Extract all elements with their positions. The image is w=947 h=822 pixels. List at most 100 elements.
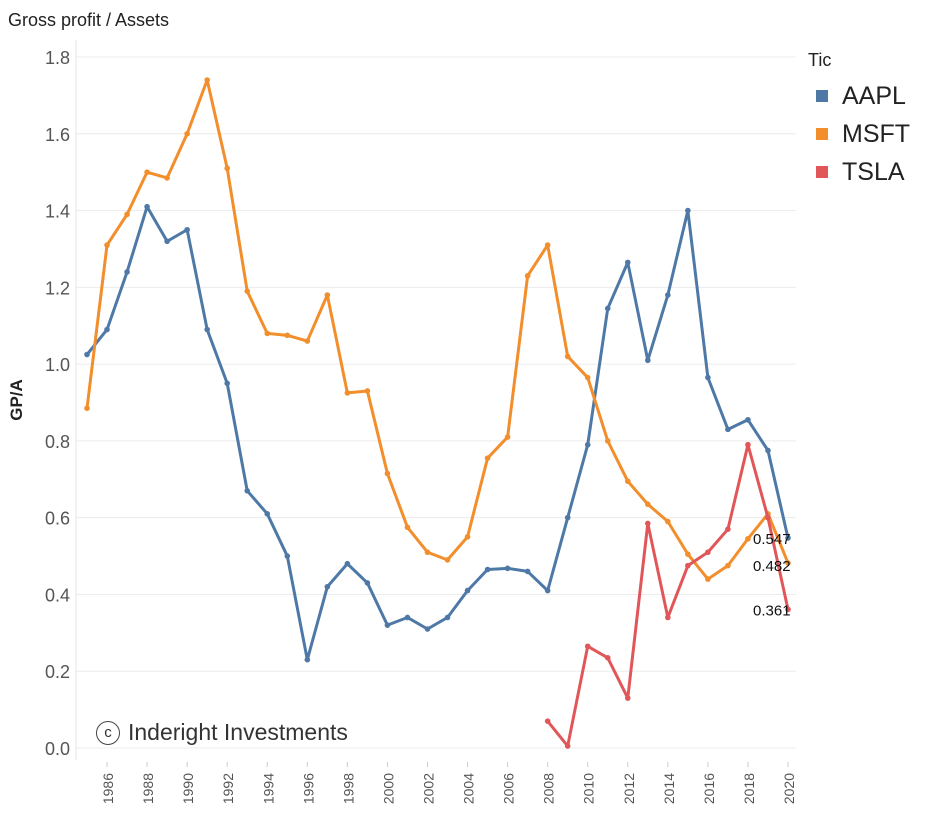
data-point-msft[interactable] [624,478,631,484]
data-point-aapl[interactable] [645,357,651,364]
data-point-msft[interactable] [84,405,90,412]
data-point-tsla[interactable] [544,718,551,724]
data-point-msft[interactable] [144,169,150,175]
data-point-tsla[interactable] [725,526,731,532]
data-point-msft[interactable] [584,374,591,381]
data-point-aapl[interactable] [244,487,251,494]
data-point-aapl[interactable] [444,614,451,621]
x-tick-label: 1988 [140,773,156,804]
data-point-msft[interactable] [204,77,210,83]
data-point-msft[interactable] [645,501,651,508]
data-point-aapl[interactable] [504,565,511,572]
data-point-msft[interactable] [524,273,531,279]
data-point-msft[interactable] [184,130,190,137]
data-point-tsla[interactable] [624,695,631,701]
data-point-aapl[interactable] [404,614,411,621]
data-point-aapl[interactable] [284,553,291,559]
data-point-msft[interactable] [384,470,391,477]
data-point-msft[interactable] [244,288,251,294]
legend-item-msft[interactable]: MSFT [808,115,910,153]
data-point-aapl[interactable] [624,259,631,266]
data-point-tsla[interactable] [745,441,751,448]
data-point-tsla[interactable] [564,743,571,749]
data-point-msft[interactable] [464,534,471,540]
data-point-aapl[interactable] [144,203,150,210]
x-tick-label: 2008 [541,773,557,804]
y-tick-label: 0.2 [45,662,70,682]
data-point-aapl[interactable] [264,511,271,517]
data-point-aapl[interactable] [204,326,210,333]
series-line-msft[interactable] [85,78,790,581]
data-point-aapl[interactable] [544,587,551,594]
data-point-aapl[interactable] [344,560,351,567]
data-point-msft[interactable] [544,242,551,248]
data-point-aapl[interactable] [604,305,611,312]
data-point-aapl[interactable] [564,514,571,521]
data-point-msft[interactable] [725,562,731,569]
data-point-aapl[interactable] [725,426,731,433]
data-point-aapl[interactable] [124,269,130,275]
data-point-msft[interactable] [444,557,451,563]
data-point-tsla[interactable] [665,614,671,621]
data-point-msft[interactable] [224,165,230,172]
data-point-msft[interactable] [685,551,691,557]
data-point-msft[interactable] [304,338,311,344]
data-point-aapl[interactable] [765,447,771,454]
series-line-tsla[interactable] [546,443,790,748]
data-point-msft[interactable] [124,211,130,218]
data-point-msft[interactable] [104,242,110,248]
data-point-aapl[interactable] [324,583,331,590]
data-point-tsla[interactable] [705,549,711,556]
data-point-msft[interactable] [364,388,371,394]
data-point-aapl[interactable] [164,238,170,245]
end-label-aapl: 0.547 [753,531,791,548]
data-point-aapl[interactable] [685,207,691,214]
data-point-aapl[interactable] [524,568,531,575]
data-point-aapl[interactable] [304,656,311,663]
data-point-tsla[interactable] [785,606,791,613]
data-point-msft[interactable] [424,549,431,556]
legend-label-aapl: AAPL [842,81,906,110]
y-axis-ticks: 0.0 0.2 0.4 0.6 0.8 1.0 1.2 1.4 1.6 1.8 [45,48,70,759]
data-point-aapl[interactable] [364,580,371,586]
data-point-tsla[interactable] [685,562,691,569]
data-point-tsla[interactable] [645,520,651,527]
data-point-aapl[interactable] [104,326,110,333]
y-tick-label: 1.8 [45,48,70,68]
data-point-msft[interactable] [504,434,511,440]
data-point-msft[interactable] [705,576,711,582]
data-point-msft[interactable] [665,518,671,525]
data-point-msft[interactable] [264,330,271,337]
data-point-aapl[interactable] [785,535,791,541]
data-point-msft[interactable] [404,524,411,531]
data-point-aapl[interactable] [484,566,491,573]
data-point-msft[interactable] [484,455,491,461]
data-point-aapl[interactable] [424,626,431,632]
data-point-aapl[interactable] [745,416,751,423]
data-point-aapl[interactable] [384,622,391,628]
data-point-msft[interactable] [164,175,170,181]
data-point-tsla[interactable] [604,654,611,661]
data-point-msft[interactable] [564,353,571,360]
data-point-tsla[interactable] [765,514,771,521]
data-point-aapl[interactable] [584,441,591,448]
data-point-msft[interactable] [604,438,611,444]
data-point-msft[interactable] [324,292,331,298]
data-point-aapl[interactable] [665,292,671,298]
legend: Tic AAPL MSFT TSLA [808,50,910,191]
data-point-aapl[interactable] [184,226,190,233]
legend-item-aapl[interactable]: AAPL [808,77,910,115]
data-point-msft[interactable] [785,560,791,566]
data-point-aapl[interactable] [224,380,230,387]
data-point-msft[interactable] [745,535,751,542]
data-point-aapl[interactable] [705,374,711,381]
data-point-msft[interactable] [344,390,351,396]
x-tick-label: 1992 [220,773,236,804]
data-point-msft[interactable] [284,332,291,339]
data-point-aapl[interactable] [84,351,90,358]
legend-label-msft: MSFT [842,119,911,148]
data-point-tsla[interactable] [584,643,591,650]
data-point-aapl[interactable] [464,587,471,594]
legend-item-tsla[interactable]: TSLA [808,153,910,191]
series-line-aapl[interactable] [85,205,790,662]
